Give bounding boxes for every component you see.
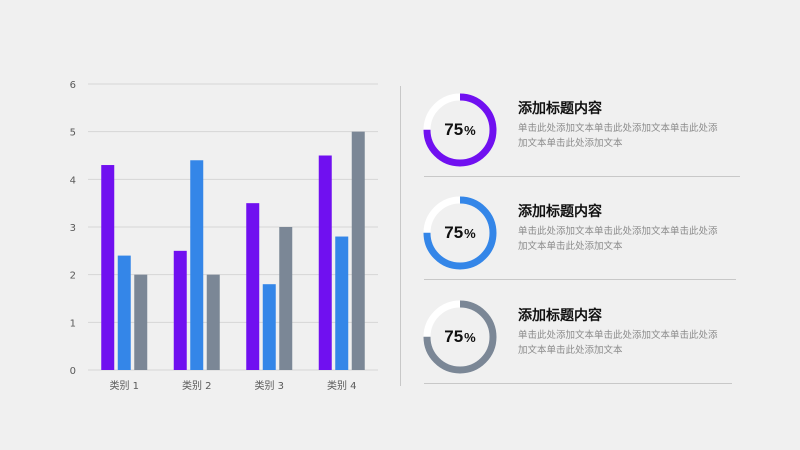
bar-chart: 0 1 2 3 4 5 6 类别 1 类别 2 类别 3 类别 4: [70, 80, 378, 392]
x-tick-label: 类别 1: [109, 379, 139, 392]
y-tick-label: 0: [70, 366, 76, 377]
y-tick-label: 4: [70, 175, 76, 186]
stat-card-2: 75% 添加标题内容 单击此处添加文本单击此处添加文本单击此处添加文本单击此处添…: [420, 193, 750, 283]
y-tick-label: 1: [70, 318, 76, 329]
percent-value: 75%: [444, 327, 476, 346]
card-title: 添加标题内容: [518, 308, 602, 324]
progress-ring-2: [423, 196, 497, 270]
ring-progress-arc: [423, 196, 497, 270]
bar: [318, 155, 332, 370]
progress-ring-3: [423, 300, 497, 374]
ring-progress-arc: [423, 300, 497, 374]
percent-value: 75%: [444, 120, 476, 139]
bar: [117, 255, 131, 370]
bar: [101, 165, 115, 370]
stat-card-1: 75% 添加标题内容 单击此处添加文本单击此处添加文本单击此处添加文本单击此处添…: [420, 90, 750, 180]
bar: [279, 227, 293, 370]
card-title: 添加标题内容: [518, 101, 602, 117]
vertical-divider: [400, 86, 401, 386]
y-tick-label: 6: [70, 80, 76, 91]
x-tick-label: 类别 4: [327, 379, 357, 392]
y-tick-label: 2: [70, 271, 76, 282]
card-divider: [424, 383, 732, 384]
card-divider: [424, 176, 740, 177]
x-tick-label: 类别 3: [254, 379, 284, 392]
card-description: 单击此处添加文本单击此处添加文本单击此处添加文本单击此处添加文本: [518, 123, 718, 149]
stat-card-3: 75% 添加标题内容 单击此处添加文本单击此处添加文本单击此处添加文本单击此处添…: [420, 297, 750, 387]
bar: [351, 131, 365, 370]
bar: [206, 274, 220, 370]
bar: [335, 236, 349, 370]
y-tick-label: 3: [70, 223, 76, 234]
bar: [246, 203, 260, 370]
percent-value: 75%: [444, 223, 476, 242]
card-title: 添加标题内容: [518, 204, 602, 220]
bar: [134, 274, 148, 370]
ring-progress-arc: [423, 93, 497, 167]
card-description: 单击此处添加文本单击此处添加文本单击此处添加文本单击此处添加文本: [518, 226, 718, 252]
x-tick-label: 类别 2: [182, 379, 212, 392]
bar: [190, 160, 204, 370]
bar: [173, 250, 187, 370]
y-tick-label: 5: [70, 128, 76, 139]
card-divider: [424, 279, 736, 280]
card-description: 单击此处添加文本单击此处添加文本单击此处添加文本单击此处添加文本: [518, 330, 718, 356]
progress-ring-1: [423, 93, 497, 167]
bar: [262, 284, 276, 370]
